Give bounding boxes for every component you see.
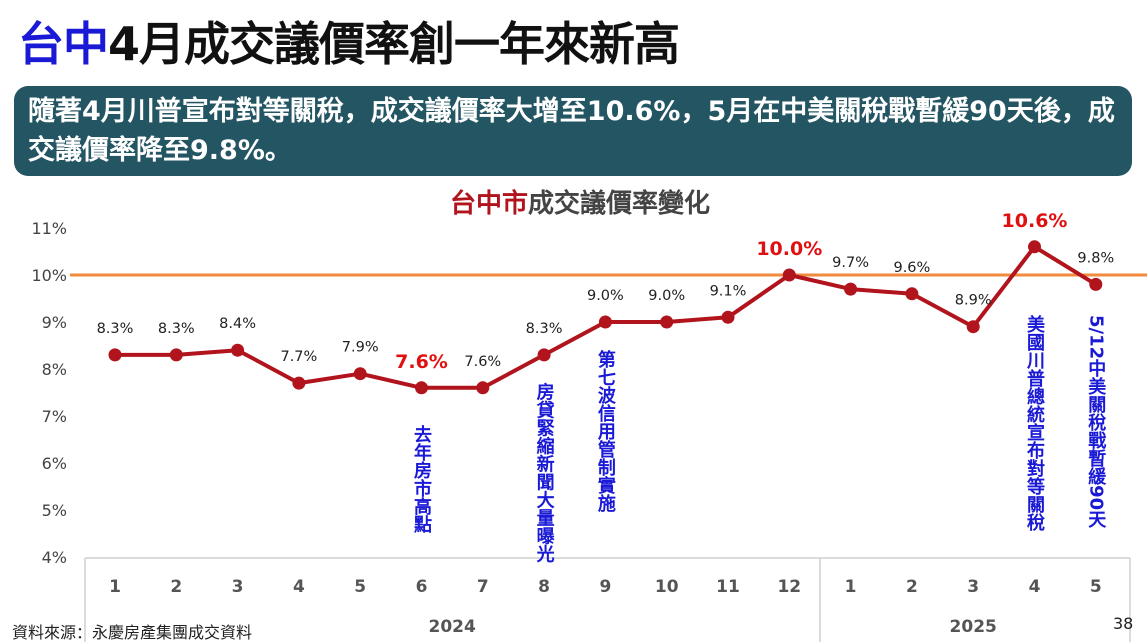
x-tick-label: 4	[1029, 577, 1041, 597]
data-label: 8.3%	[97, 321, 134, 337]
data-point	[415, 381, 428, 395]
data-point	[231, 343, 245, 357]
data-point	[476, 381, 490, 395]
data-label: 10.0%	[756, 238, 822, 260]
y-tick-label: 8%	[42, 360, 67, 379]
data-point	[353, 367, 367, 381]
data-point	[169, 348, 183, 362]
data-label: 8.3%	[526, 321, 563, 337]
x-tick-label: 9	[599, 577, 611, 597]
y-tick-label: 5%	[42, 501, 67, 520]
y-tick-label: 4%	[42, 548, 67, 567]
data-point	[537, 348, 551, 362]
annotation-label: 去年房市高點	[411, 424, 433, 534]
x-tick-label: 8	[538, 577, 550, 597]
data-label: 9.8%	[1077, 250, 1114, 266]
x-tick-label: 6	[416, 577, 428, 597]
y-tick-label: 11%	[31, 219, 67, 238]
x-tick-label: 5	[354, 577, 366, 597]
x-tick-label: 3	[967, 577, 979, 597]
data-label: 8.9%	[955, 293, 992, 309]
annotation-label: 美國川普總統宣布對等關稅	[1024, 314, 1046, 532]
y-tick-label: 9%	[42, 313, 67, 332]
x-tick-label: 7	[477, 577, 489, 597]
data-label: 9.1%	[710, 283, 747, 299]
annotation-label: 房貸緊縮新聞大量曝光	[534, 382, 556, 564]
data-point	[1089, 277, 1103, 291]
data-label: 7.6%	[395, 351, 448, 373]
data-point	[292, 376, 306, 390]
page-number: 38	[1113, 614, 1134, 633]
data-label: 9.0%	[648, 288, 685, 304]
x-tick-label: 10	[655, 577, 679, 597]
year-label: 2025	[950, 617, 997, 637]
x-tick-label: 11	[716, 577, 740, 597]
data-label: 9.0%	[587, 288, 624, 304]
y-tick-label: 6%	[42, 454, 67, 473]
annotation-label: 5/12中美關稅戰暫緩90天	[1085, 315, 1106, 529]
annotation-label: 第七波信用管制實施	[595, 349, 616, 513]
x-tick-label: 12	[777, 577, 801, 597]
data-point	[844, 282, 858, 296]
data-label: 7.6%	[464, 354, 501, 370]
x-tick-label: 1	[845, 577, 857, 597]
data-point	[966, 320, 980, 334]
slide-title: 台中4月成交議價率創一年來新高	[18, 8, 680, 74]
y-tick-label: 7%	[42, 407, 67, 426]
chart-title: 台中市成交議價率變化	[450, 188, 710, 219]
year-label: 2024	[428, 617, 475, 637]
data-label: 7.7%	[280, 349, 317, 365]
x-tick-label: 4	[293, 577, 305, 597]
summary-banner: 隨著4月川普宣布對等關稅，成交議價率大增至10.6%，5月在中美關稅戰暫緩90天…	[14, 86, 1132, 176]
data-label: 9.7%	[832, 255, 869, 271]
x-tick-label: 2	[906, 577, 918, 597]
x-tick-label: 1	[109, 577, 121, 597]
source-note: 資料來源：永慶房產集團成交資料	[12, 623, 253, 642]
slide-title-accent: 台中	[18, 17, 109, 71]
x-tick-label: 5	[1090, 577, 1102, 597]
x-tick-label: 2	[170, 577, 182, 597]
data-point	[905, 287, 919, 301]
data-point	[1028, 240, 1041, 254]
data-point	[660, 315, 674, 329]
data-label: 8.4%	[219, 316, 256, 332]
slide-title-rest: 4月成交議價率創一年來新高	[108, 17, 680, 71]
y-tick-label: 10%	[31, 266, 67, 285]
data-label: 9.6%	[893, 260, 930, 276]
data-point	[782, 268, 796, 282]
data-point	[108, 348, 122, 362]
data-point	[721, 310, 735, 324]
data-label: 10.6%	[1002, 210, 1068, 232]
x-tick-label: 3	[232, 577, 244, 597]
data-point	[598, 315, 612, 329]
summary-banner-text: 隨著4月川普宣布對等關稅，成交議價率大增至10.6%，5月在中美關稅戰暫緩90天…	[28, 96, 1115, 166]
data-label: 8.3%	[158, 321, 195, 337]
data-label: 7.9%	[342, 340, 379, 356]
